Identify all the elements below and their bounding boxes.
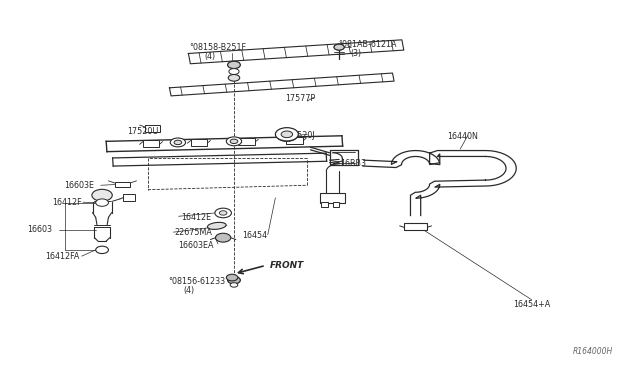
- Circle shape: [174, 140, 182, 145]
- Text: 16412E: 16412E: [181, 213, 211, 222]
- Text: 16603E: 16603E: [64, 182, 94, 190]
- Circle shape: [216, 233, 231, 242]
- Text: 16454: 16454: [243, 231, 268, 240]
- Circle shape: [227, 274, 238, 281]
- Text: 16603EA: 16603EA: [179, 241, 214, 250]
- Circle shape: [276, 129, 297, 141]
- Circle shape: [275, 128, 298, 141]
- Text: 16454+A: 16454+A: [513, 300, 550, 310]
- Circle shape: [215, 208, 232, 218]
- Text: 16412FA: 16412FA: [45, 252, 79, 262]
- Bar: [115, 182, 130, 187]
- Bar: [404, 223, 427, 230]
- Circle shape: [170, 138, 186, 147]
- Text: 16BB3: 16BB3: [340, 158, 366, 168]
- Circle shape: [334, 44, 344, 50]
- Circle shape: [228, 61, 241, 68]
- Text: °081AB-6121A: °081AB-6121A: [338, 41, 396, 49]
- Text: 16412F: 16412F: [52, 199, 82, 208]
- Bar: [333, 202, 339, 208]
- Text: 16440N: 16440N: [447, 132, 478, 141]
- Bar: [145, 125, 160, 132]
- Circle shape: [230, 283, 238, 287]
- Bar: [286, 137, 303, 144]
- Ellipse shape: [207, 222, 226, 230]
- Bar: [123, 194, 134, 201]
- Bar: [321, 202, 328, 208]
- Text: (3): (3): [351, 49, 362, 58]
- Circle shape: [220, 211, 227, 215]
- Bar: [191, 139, 207, 146]
- Circle shape: [96, 199, 108, 206]
- Bar: [143, 140, 159, 147]
- Circle shape: [281, 131, 292, 138]
- Text: 22675MA: 22675MA: [175, 228, 212, 237]
- Circle shape: [229, 68, 239, 74]
- Bar: [320, 193, 346, 203]
- Text: FRONT: FRONT: [270, 261, 305, 270]
- Text: (4): (4): [204, 52, 215, 61]
- Circle shape: [228, 276, 241, 284]
- Bar: [239, 138, 255, 145]
- Text: R164000H: R164000H: [573, 347, 613, 356]
- Circle shape: [227, 137, 242, 146]
- Circle shape: [92, 189, 112, 201]
- Text: °08156-61233: °08156-61233: [168, 278, 225, 286]
- Text: °08158-B251F: °08158-B251F: [189, 43, 246, 52]
- Circle shape: [96, 246, 108, 254]
- Circle shape: [334, 44, 344, 50]
- Text: 16603: 16603: [27, 225, 52, 234]
- Text: 17577P: 17577P: [285, 94, 316, 103]
- Text: 17520J: 17520J: [287, 131, 314, 140]
- Circle shape: [228, 74, 240, 81]
- Circle shape: [282, 132, 292, 138]
- Text: (4): (4): [183, 286, 194, 295]
- Circle shape: [230, 139, 238, 144]
- Text: 17520U: 17520U: [127, 127, 159, 136]
